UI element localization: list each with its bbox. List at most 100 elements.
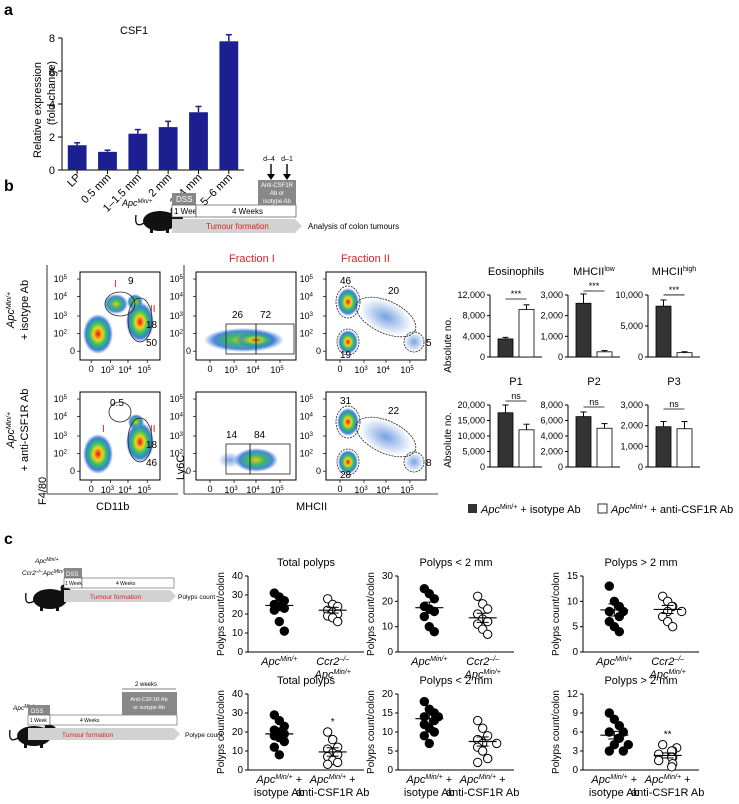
c-xlabel-sup: Min/+ xyxy=(430,656,447,663)
flow-ytick-exp: 3 xyxy=(180,432,184,438)
panel-label-c: c xyxy=(4,531,13,548)
bbar-ytick-label: 1,000 xyxy=(620,441,643,451)
c-ytick-label: 20 xyxy=(382,596,394,607)
gate-fr2-c xyxy=(355,416,417,458)
c-point xyxy=(482,616,493,627)
a-bar xyxy=(67,145,87,170)
c-xlabel-treat: anti-CSF1R Ab xyxy=(631,787,704,799)
flow-xtick-exp: 5 xyxy=(410,366,414,372)
flow-xtick-exp: 4 xyxy=(386,486,390,492)
flow-xtick-label: 0 xyxy=(337,484,342,494)
flow-blob xyxy=(83,434,113,474)
bbar-ytick-label: 8,000 xyxy=(540,400,563,410)
flow-xtick-label: 104 xyxy=(376,485,390,495)
flow-ytick-exp: 2 xyxy=(64,330,68,336)
c-point xyxy=(604,606,615,617)
flow-xtick-exp: 3 xyxy=(234,486,238,492)
row1-label-b: + isotype Ab xyxy=(19,280,31,340)
c-xlabel-ccr2: Ccr2–/– xyxy=(316,656,349,668)
c2-weeks2: 2 weeks xyxy=(135,682,157,688)
flow-ytick-label: 103 xyxy=(300,431,314,441)
flow-xtick-label: 105 xyxy=(270,365,284,375)
fraction-1-title: Fraction I xyxy=(229,253,275,265)
ly6c-label: Ly6C xyxy=(175,455,187,480)
c-ytick-label: 30 xyxy=(232,590,244,601)
flow-xtick-label: 103 xyxy=(224,365,238,375)
c-point xyxy=(604,727,615,737)
arrow-d4-head xyxy=(267,174,275,180)
c-ytick-label: 3 xyxy=(572,746,578,757)
bbar-ytick-label: 3,000 xyxy=(620,400,643,410)
c-ytick-label: 10 xyxy=(382,727,394,738)
flow-xtick-label: 103 xyxy=(224,485,238,495)
gate-II xyxy=(127,417,153,463)
c2-out: Polype count xyxy=(185,732,223,739)
bbar-bar xyxy=(655,305,672,358)
c-point xyxy=(279,736,290,747)
c-point xyxy=(676,606,687,617)
flow-xtick-exp: 3 xyxy=(364,486,368,492)
c-xlabel-treat: anti-CSF1R Ab xyxy=(446,787,519,799)
bbar-title: MHCIIlow xyxy=(573,266,616,278)
c-ytick-label: 12 xyxy=(567,689,579,700)
bbar-ytick-label: 0 xyxy=(638,462,643,472)
flow-number: 22 xyxy=(388,406,400,417)
flow-ytick-label: 102 xyxy=(170,449,184,459)
bbar-ytick-label: 8,000 xyxy=(462,311,485,321)
schema-c2: ApcMin/+ DSS 1 Week 4 Weeks 2 weeks Anti… xyxy=(8,682,223,749)
bbar-bar xyxy=(497,412,514,468)
a-bar xyxy=(158,127,178,170)
c-sig: ** xyxy=(664,730,672,741)
c-xlabel-sup: –/– xyxy=(488,656,499,663)
c-ytick-label: 15 xyxy=(382,708,394,719)
c-title: Total polyps xyxy=(277,675,336,687)
c-xlabel-sup: Min/+ xyxy=(275,774,292,781)
flow-number: 28 xyxy=(340,470,352,481)
c-xlabel-sup: Min/+ xyxy=(425,774,442,781)
flow-xtick-label: 103 xyxy=(101,485,115,495)
c-point xyxy=(279,626,290,636)
flow-ytick-exp: 5 xyxy=(64,275,68,281)
flow-ytick-label: 104 xyxy=(170,292,184,302)
c-title: Polyps < 2 mm xyxy=(419,675,492,687)
flow-blob xyxy=(404,452,424,472)
flow-xtick-label: 105 xyxy=(138,365,152,375)
flow-ytick-exp: 5 xyxy=(310,395,314,401)
c-point xyxy=(657,739,668,750)
flow-blob xyxy=(126,422,154,462)
c-point xyxy=(274,750,285,760)
bbar-bar xyxy=(518,309,535,358)
flow-ytick-exp: 2 xyxy=(310,450,314,456)
flow-r1-p1-frame xyxy=(79,271,161,361)
gate-II xyxy=(127,297,153,343)
flow-ytick-label: 103 xyxy=(170,431,184,441)
flow-number: 31 xyxy=(340,396,352,407)
c-point xyxy=(472,715,483,726)
gate-I-label: I xyxy=(102,424,105,435)
flow-blob xyxy=(359,298,413,336)
flow-ytick-label: 104 xyxy=(54,412,68,422)
c-xlabel-ccr2: Ccr2–/– xyxy=(466,656,499,668)
bbar-ytick-label: 20,000 xyxy=(457,400,485,410)
c-ytick-label: 40 xyxy=(232,689,244,700)
flow-xtick-label: 103 xyxy=(101,365,115,375)
flow-ytick-label: 105 xyxy=(54,394,68,404)
c-xlabel-sup: Min/+ xyxy=(479,774,496,781)
flow-xtick-label: 104 xyxy=(376,365,390,375)
day-minus-4: d–4 xyxy=(263,156,275,163)
flow-xtick-label: 0 xyxy=(89,364,94,374)
flow-number: 72 xyxy=(260,310,272,321)
c-point xyxy=(482,629,493,639)
c-point xyxy=(332,757,343,768)
bbar-title: P2 xyxy=(587,376,600,388)
c-point xyxy=(666,762,677,772)
flow-ytick-exp: 5 xyxy=(64,395,68,401)
c-xlabel-treat: isotype Ab xyxy=(589,787,640,799)
flow-r2-p1-frame xyxy=(79,391,161,481)
arrow-d1-head xyxy=(283,174,291,180)
mhcii-label: MHCII xyxy=(296,501,327,513)
flow-ytick-exp: 3 xyxy=(310,432,314,438)
c-ytick-label: 10 xyxy=(232,628,244,639)
bbar-ytick-label: 3,000 xyxy=(540,290,563,300)
